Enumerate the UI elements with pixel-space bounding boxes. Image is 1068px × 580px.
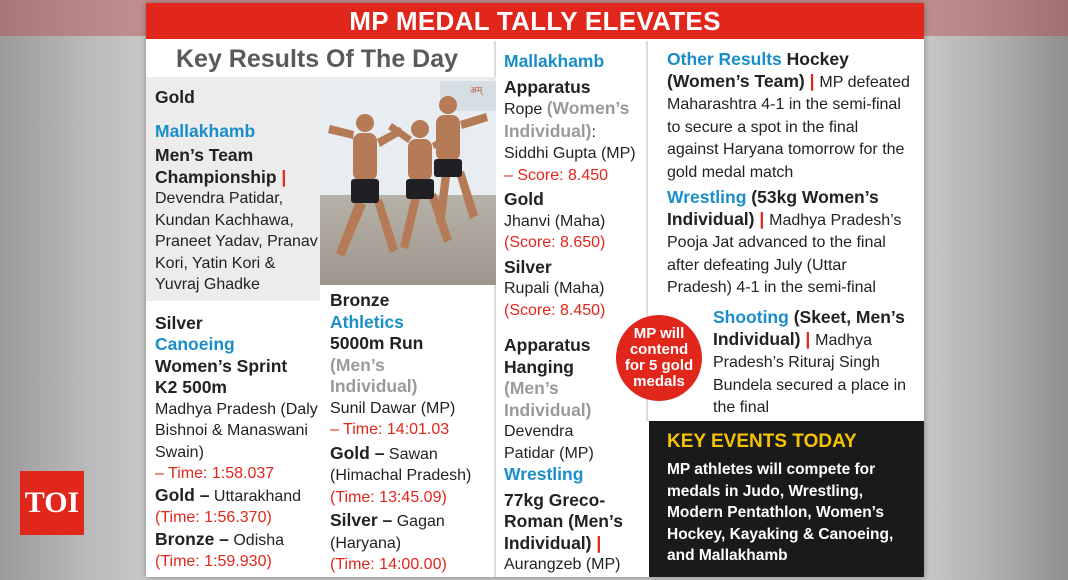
wrestling-event: 77kg Greco-Roman (Men’s Individual)	[504, 489, 623, 553]
athletics-gold-label: Gold –	[330, 442, 385, 463]
rope-silver-name: Rupali (Maha)	[504, 280, 605, 297]
shooting-category: (Skeet, Men’s Individual)	[713, 307, 905, 349]
toi-logo: TOI	[20, 471, 84, 535]
section-title: Key Results Of The Day	[176, 45, 459, 73]
gold-heading: Gold	[155, 87, 195, 107]
athletics-sport: Athletics	[330, 311, 404, 332]
separator: |	[759, 208, 765, 229]
athletics-winner: Sunil Dawar (MP)	[330, 399, 456, 417]
key-events-title: KEY EVENTS TODAY	[667, 431, 857, 452]
athletics-silver-time: (Time: 14:00.00)	[330, 556, 447, 573]
bronze-heading: Bronze	[330, 290, 390, 310]
hanging-winner: Devendra Patidar (MP)	[504, 423, 594, 462]
other-results-label: Other Results	[667, 49, 782, 69]
athletics-category: (Men’s Individual)	[330, 354, 418, 397]
col-key-results: Gold Mallakhamb Men’s Team Championship …	[155, 87, 320, 573]
separator: |	[281, 166, 287, 187]
headline: MP MEDAL TALLY ELEVATES	[146, 3, 924, 39]
silver-event: Women’s Sprint K2 500m	[155, 355, 288, 398]
rope-category: (Women’s Individual)	[504, 98, 630, 141]
athletics-gold-time: (Time: 13:45.09)	[330, 488, 447, 506]
shooting-text: Madhya Pradesh’s Rituraj Singh Bundela s…	[713, 331, 907, 417]
infographic: MP MEDAL TALLY ELEVATES Key Results Of T…	[146, 3, 924, 577]
key-events-body: MP athletes will compete for medals in J…	[667, 461, 894, 564]
apparatus-heading: Apparatus	[504, 76, 591, 97]
rope-label: Rope	[504, 101, 543, 118]
shooting-block: Shooting (Skeet, Men’s Individual) | Mad…	[713, 307, 913, 419]
shooting-label: Shooting	[713, 307, 789, 327]
separator: |	[596, 532, 602, 553]
col-athletics: Bronze Athletics 5000m Run (Men’s Indivi…	[330, 290, 492, 576]
hockey-title: Hockey (Women’s Team)	[667, 49, 849, 91]
athletics-event: 5000m Run	[330, 333, 424, 353]
hanging-category: (Men’s Individual)	[504, 378, 592, 420]
wrestling-text: Madhya Pradesh’s Pooja Jat advanced to t…	[667, 211, 902, 297]
silver-time: – Time: 1:58.037	[155, 465, 275, 482]
athletics-winner-time: – Time: 14:01.03	[330, 421, 450, 438]
gold2-label: Gold –	[155, 484, 210, 505]
key-events-box: KEY EVENTS TODAY MP athletes will compet…	[649, 421, 924, 577]
separator: |	[809, 70, 815, 91]
gold2-team: Uttarakhand	[213, 487, 302, 505]
rope-silver-heading: Silver	[504, 256, 552, 277]
bronze-label: Bronze –	[155, 528, 229, 549]
gold-medals-badge: MP will contend for 5 gold medals	[616, 315, 702, 401]
silver-team: Madhya Pradesh (Daly Bishnoi & Manaswani…	[155, 400, 318, 461]
divider	[646, 41, 648, 421]
col-other-results: Other Results Hockey (Women’s Team) | MP…	[667, 49, 912, 299]
gold-winners: Devendra Patidar, Kundan Kachhawa, Prane…	[155, 190, 318, 293]
svg-text:अम्: अम्	[470, 85, 484, 96]
rope-gold-score: (Score: 8.650)	[504, 234, 606, 251]
hanging-title: Apparatus Hanging	[504, 335, 591, 377]
wrestling-category: (53kg Women’s Individual)	[667, 187, 879, 229]
wrestling-label: Wrestling	[667, 187, 747, 207]
gold-event: Men’s Team Championship	[155, 145, 277, 187]
gold2-time: (Time: 1:56.370)	[155, 509, 272, 526]
divider	[494, 41, 496, 577]
mallakhamb-sport: Mallakhamb	[504, 51, 605, 71]
rope-score: – Score: 8.450	[504, 166, 609, 184]
col-mallakhamb: Mallakhamb Apparatus Rope (Women’s Indiv…	[504, 51, 642, 576]
rope-silver-score: (Score: 8.450)	[504, 301, 606, 319]
silver-heading: Silver	[155, 312, 203, 333]
athletics-silver-name: Gagan (Haryana)	[330, 513, 445, 552]
gold-panel	[146, 77, 320, 301]
gold-sport: Mallakhamb	[155, 120, 256, 141]
bronze-team: Odisha	[233, 531, 285, 549]
athletics-silver-label: Silver –	[330, 510, 393, 530]
athletes-photo: अम्	[320, 77, 496, 285]
athletes-illustration: अम्	[320, 77, 496, 257]
wrestling-winner: Aurangzeb (MP)	[504, 556, 621, 573]
wrestling-sport: Wrestling	[504, 464, 584, 484]
rope-winner: Siddhi Gupta (MP)	[504, 145, 636, 162]
rope-gold-heading: Gold	[504, 189, 544, 209]
hockey-text: MP defeated Maharashtra 4-1 in the semi-…	[667, 73, 910, 181]
rope-gold-name: Jhanvi (Maha)	[504, 212, 606, 230]
silver-sport: Canoeing	[155, 334, 235, 354]
separator: |	[805, 328, 811, 349]
bronze-time: (Time: 1:59.930)	[155, 553, 272, 570]
athletics-gold-name: Sawan (Himachal Pradesh)	[330, 445, 472, 485]
